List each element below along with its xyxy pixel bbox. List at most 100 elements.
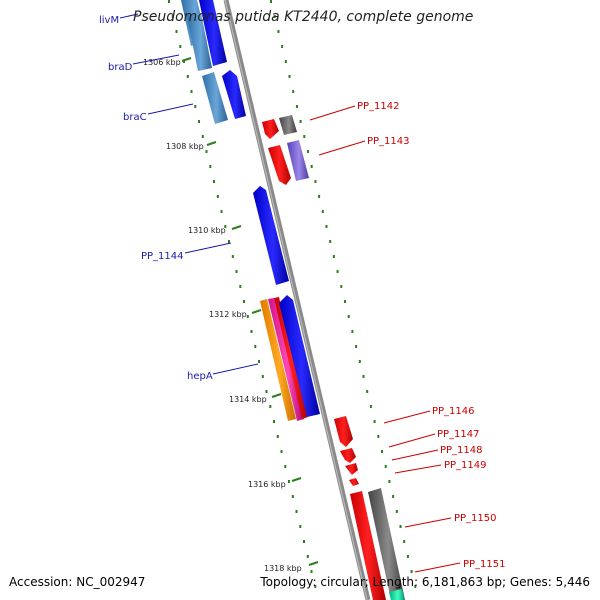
track-dot: [321, 210, 324, 213]
gene-brac-partner[interactable]: [222, 70, 246, 119]
track-dot: [303, 135, 306, 138]
track-dot: [261, 375, 264, 378]
track-dot: [410, 570, 413, 573]
track-dot: [254, 345, 257, 348]
gene-pp-1150-gray[interactable]: [368, 488, 405, 600]
track-dot: [198, 120, 200, 123]
track-dot: [358, 360, 361, 363]
track-dot: [228, 240, 230, 243]
gene-label-pp-1148[interactable]: PP_1148: [440, 445, 483, 456]
track-dot: [307, 150, 309, 153]
track-dot: [303, 540, 305, 543]
track-dot: [250, 330, 253, 333]
ruler-tick: [271, 393, 282, 398]
gene-pp-1144[interactable]: [253, 186, 289, 285]
genome-summary-text: Topology: circular; Length: 6,181,863 bp…: [260, 575, 590, 589]
gene-pp-1146[interactable]: [334, 416, 353, 447]
genes-right-track: [262, 115, 405, 600]
track-dot: [291, 495, 294, 498]
track-dot: [220, 210, 223, 213]
gene-brad[interactable]: [187, 13, 212, 71]
gene-livm-partner[interactable]: [199, 0, 227, 66]
callout-line: [119, 13, 139, 19]
gene-pp-1142-gray[interactable]: [279, 115, 297, 135]
ruler-tick: [231, 225, 242, 230]
callout-line: [414, 562, 461, 573]
track-dot: [190, 90, 193, 93]
gene-hepa-orange[interactable]: [260, 299, 296, 421]
gene-pp-1148[interactable]: [345, 463, 358, 475]
track-dot: [369, 405, 372, 408]
gene-label-pp-1150[interactable]: PP_1150: [454, 513, 497, 524]
gene-pp-1142-red[interactable]: [262, 119, 279, 139]
track-dot: [239, 285, 242, 288]
accession-text: Accession: NC_002947: [9, 575, 146, 589]
track-dot: [186, 75, 189, 78]
track-dot: [280, 450, 283, 453]
track-dot: [168, 0, 170, 3]
track-dot: [403, 540, 406, 543]
track-dot: [276, 435, 279, 438]
track-dot: [299, 120, 302, 123]
track-dot: [344, 300, 346, 303]
track-dot: [351, 330, 354, 333]
gene-hepa-red[interactable]: [274, 297, 308, 419]
ruler-label: 1314 kbp: [229, 395, 267, 404]
callout-line: [309, 105, 356, 121]
track-dot: [205, 150, 208, 153]
track-dot: [310, 570, 313, 573]
gene-label-pp-1149[interactable]: PP_1149: [444, 460, 487, 471]
track-dot: [171, 15, 174, 18]
gene-pp-1151[interactable]: [389, 589, 405, 600]
track-dot: [384, 465, 387, 468]
gene-pp-1150-red[interactable]: [350, 491, 386, 600]
track-dot: [231, 255, 234, 258]
callout-line: [391, 449, 439, 461]
genome-backbone: [223, 0, 371, 600]
gene-pp-1149[interactable]: [349, 478, 359, 486]
track-dot: [284, 60, 287, 63]
track-dot: [292, 90, 295, 93]
gene-label-pp-1147[interactable]: PP_1147: [437, 429, 480, 440]
ruler-tick: [181, 57, 192, 62]
track-dot: [216, 195, 219, 198]
track-dot: [258, 360, 260, 363]
ruler-label: 1308 kbp: [166, 142, 204, 151]
gene-label-brac[interactable]: braC: [123, 112, 147, 123]
track-dot: [340, 285, 343, 288]
gene-label-brad[interactable]: braD: [108, 62, 133, 73]
gene-label-pp-1143[interactable]: PP_1143: [367, 136, 410, 147]
gene-label-livm[interactable]: livM: [99, 15, 119, 26]
gene-label-pp-1151[interactable]: PP_1151: [463, 559, 506, 570]
track-dot: [213, 180, 215, 183]
gene-pp-1143-red[interactable]: [268, 145, 291, 185]
gene-label-pp-1142[interactable]: PP_1142: [357, 101, 400, 112]
gene-label-pp-1146[interactable]: PP_1146: [432, 406, 475, 417]
gene-label-pp-1144[interactable]: PP_1144: [141, 251, 184, 262]
track-dot: [373, 420, 376, 423]
track-dot: [284, 465, 287, 468]
track-dot: [265, 390, 268, 393]
callout-line: [388, 433, 436, 448]
track-dot: [362, 375, 365, 378]
track-dot: [332, 255, 335, 258]
callout-line: [212, 363, 259, 375]
callout-line: [132, 54, 180, 65]
gene-label-hepa[interactable]: hepA: [187, 371, 213, 382]
track-dot: [314, 585, 317, 588]
callout-line: [184, 242, 232, 254]
track-dot: [183, 60, 185, 63]
track-dot: [406, 555, 409, 558]
gene-hepa-blue[interactable]: [279, 295, 320, 417]
gene-pp-1143-purple[interactable]: [287, 140, 309, 181]
track-dot: [388, 480, 391, 483]
gene-pp-1147[interactable]: [340, 448, 356, 463]
ruler-label: 1318 kbp: [264, 564, 302, 573]
track-dot: [295, 510, 298, 513]
track-dot: [273, 420, 275, 423]
callout-line: [147, 103, 194, 115]
gene-brac[interactable]: [202, 72, 228, 124]
gene-hepa-pink[interactable]: [268, 298, 304, 421]
track-dot: [395, 510, 398, 513]
